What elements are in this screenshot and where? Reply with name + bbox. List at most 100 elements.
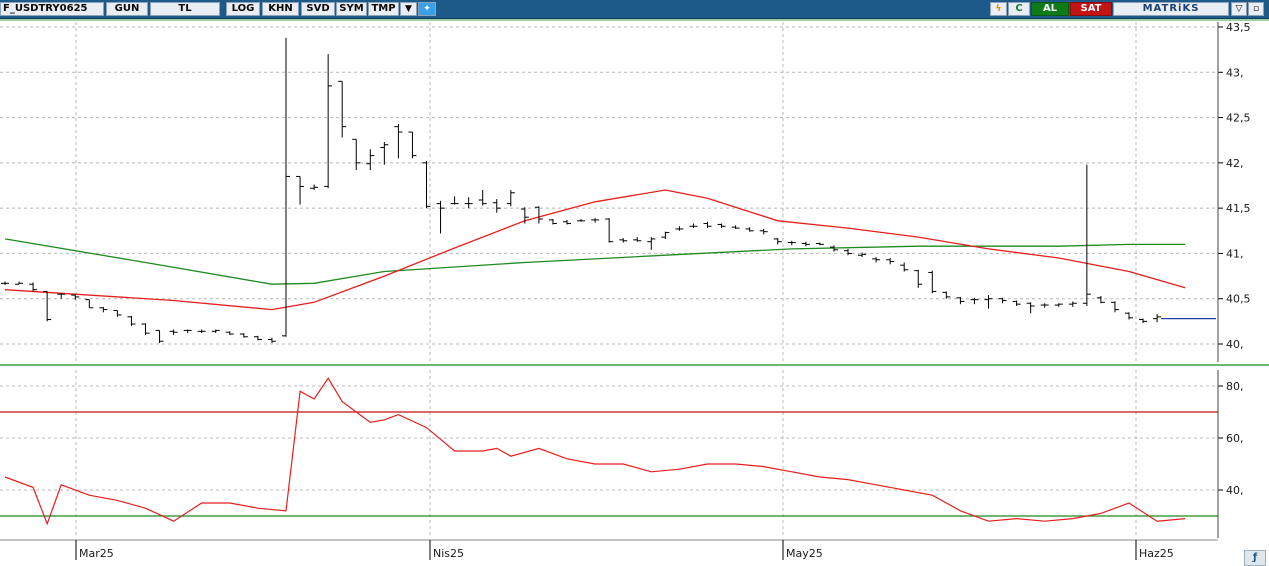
- price-bar: [29, 282, 38, 292]
- price-bar: [984, 295, 993, 309]
- restore-icon[interactable]: ▫: [1248, 2, 1264, 16]
- minimize-icon[interactable]: ▽: [1231, 2, 1247, 16]
- price-bar: [928, 270, 937, 294]
- price-bar: [520, 207, 529, 224]
- currency-button[interactable]: TL: [150, 2, 220, 16]
- price-bar: [563, 219, 571, 225]
- price-bar: [858, 252, 867, 258]
- sell-button[interactable]: SAT: [1070, 2, 1112, 16]
- price-bar: [787, 240, 796, 246]
- price-bar: [605, 218, 614, 243]
- price-bar: [450, 196, 459, 205]
- price-bar: [548, 219, 557, 225]
- price-bar: [759, 228, 768, 235]
- price-bar: [408, 131, 417, 159]
- price-bar: [591, 218, 600, 223]
- x-tick-label: Haz25: [1139, 547, 1174, 560]
- y-tick-label: 42,5: [1226, 112, 1251, 125]
- period-button[interactable]: GUN: [106, 2, 148, 16]
- price-bar: [239, 333, 248, 338]
- rsi-line: [4, 377, 1186, 526]
- twitter-icon[interactable]: ✦: [418, 2, 436, 16]
- y-tick-label: 43,5: [1226, 21, 1251, 34]
- buy-button[interactable]: AL: [1031, 2, 1069, 16]
- y-tick-label: 41,: [1226, 247, 1244, 260]
- grid: [0, 19, 1269, 541]
- symbol-selector[interactable]: F_USDTRY0625: [0, 2, 104, 16]
- price-bar: [1012, 300, 1021, 306]
- x-tick-label: Mar25: [79, 547, 114, 560]
- log-button[interactable]: LOG: [226, 2, 260, 16]
- price-bar: [1110, 301, 1119, 313]
- price-bar: [15, 281, 24, 285]
- x-tick-label: May25: [786, 547, 823, 560]
- price-bar: [900, 262, 909, 272]
- price-bar: [183, 329, 192, 334]
- y-tick-label: 80,: [1226, 380, 1244, 393]
- price-bar: [85, 299, 94, 309]
- price-bar: [815, 242, 824, 246]
- price-bar: [422, 161, 431, 209]
- price-bar: [1096, 295, 1105, 304]
- price-bar: [731, 225, 740, 229]
- price-bar: [745, 227, 754, 232]
- moving-averages: [4, 189, 1186, 311]
- y-tick-label: 41,5: [1226, 202, 1251, 215]
- refresh-button[interactable]: C: [1008, 2, 1030, 16]
- svd-button[interactable]: SVD: [301, 2, 335, 16]
- price-bar: [225, 331, 234, 335]
- price-bar: [394, 123, 403, 159]
- price-bar: [211, 329, 220, 334]
- price-bar: [1139, 318, 1148, 324]
- price-bar: [141, 323, 150, 335]
- price-bar: [619, 238, 628, 243]
- price-bar: [71, 294, 80, 300]
- price-bar: [970, 297, 979, 305]
- price-bar: [647, 237, 656, 250]
- price-bar: [886, 257, 895, 265]
- price-bar: [43, 290, 52, 322]
- price-bar: [703, 221, 712, 229]
- tmp-button[interactable]: TMP: [368, 2, 399, 16]
- brand-logo: MATRiKS: [1113, 2, 1229, 16]
- price-bar: [478, 190, 487, 206]
- price-bar: [633, 237, 642, 242]
- price-bar: [169, 329, 178, 335]
- ma-slow-line: [4, 238, 1186, 285]
- price-bar: [872, 257, 881, 263]
- corner-icon[interactable]: ƒ: [1244, 550, 1266, 566]
- y-tick-label: 42,: [1226, 157, 1244, 170]
- lightning-icon[interactable]: ϟ: [990, 2, 1007, 16]
- price-bar: [57, 293, 66, 299]
- y-tick-label: 40,5: [1226, 293, 1251, 306]
- price-bar: [310, 184, 319, 191]
- axes: Mar25 Nis25 May25 Haz25 40, 40,5 41, 41,5 42, 42,…: [75, 21, 1251, 560]
- price-bar: [998, 297, 1007, 304]
- price-bar: [844, 248, 852, 256]
- price-bar: [366, 149, 375, 171]
- price-bar: [380, 142, 389, 165]
- price-bar: [1040, 303, 1049, 308]
- khn-button[interactable]: KHN: [262, 2, 299, 16]
- price-bar: [436, 200, 445, 234]
- price-bar: [197, 329, 206, 334]
- y-tick-label: 43,: [1226, 66, 1244, 79]
- rsi-panel: [0, 377, 1218, 526]
- sym-button[interactable]: SYM: [336, 2, 367, 16]
- price-bar: [1153, 314, 1162, 323]
- price-bar: [267, 337, 276, 344]
- dropdown-icon[interactable]: ▼: [400, 2, 417, 16]
- toolbar: F_USDTRY0625 GUN TL LOG KHN SVD SYM TMP …: [0, 0, 1269, 19]
- price-bar: [253, 335, 262, 341]
- price-bar: [1, 281, 9, 286]
- y-tick-label: 60,: [1226, 432, 1244, 445]
- price-bar: [773, 238, 782, 245]
- price-bar: [1054, 303, 1063, 307]
- price-bar: [942, 291, 951, 299]
- price-bar: [113, 309, 122, 317]
- price-bar: [352, 138, 361, 171]
- price-bar: [661, 231, 670, 239]
- price-bar: [577, 219, 586, 222]
- price-bar: [296, 175, 305, 205]
